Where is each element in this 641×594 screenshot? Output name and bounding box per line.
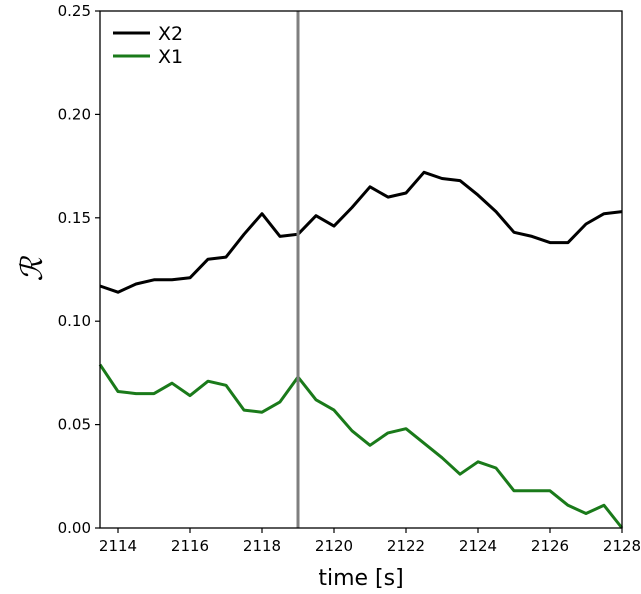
legend-item-x2: X2	[113, 23, 183, 45]
x-tick-label: 2126	[531, 537, 569, 555]
series-x1	[98, 363, 624, 529]
x-tick-label: 2116	[171, 537, 209, 555]
series-line-x1	[98, 363, 624, 529]
plot-background	[100, 11, 622, 528]
legend-label: X2	[158, 23, 183, 45]
x-tick-label: 2114	[99, 537, 137, 555]
y-tick-label: 0.00	[58, 519, 91, 537]
series-line-x2	[99, 170, 623, 294]
series-x2	[99, 170, 623, 294]
x-tick-label: 2118	[243, 537, 281, 555]
y-tick-label: 0.20	[58, 105, 91, 123]
x-tick-label: 2124	[459, 537, 497, 555]
legend-item-x1: X1	[113, 46, 183, 68]
x-tick-label: 2122	[387, 537, 425, 555]
ticks-layer: 2114 2116 2118 2120 2122 2124 2126 2128 0.00 0.05…	[58, 2, 641, 555]
x-tick-label: 2120	[315, 537, 353, 555]
y-tick-label: 0.15	[58, 209, 91, 227]
x-axis-title: time [s]	[318, 566, 403, 591]
plot-area	[100, 11, 622, 528]
axes-layer	[99, 10, 623, 529]
y-tick-label: 0.10	[58, 312, 91, 330]
series-layer	[98, 170, 624, 529]
y-axis-title: ℛ	[15, 255, 50, 281]
legend-label: X1	[158, 46, 183, 68]
y-tick-label: 0.05	[58, 416, 91, 434]
axes-frame	[99, 10, 623, 529]
x-tick-label: 2128	[603, 537, 641, 555]
y-tick-label: 0.25	[58, 2, 91, 20]
